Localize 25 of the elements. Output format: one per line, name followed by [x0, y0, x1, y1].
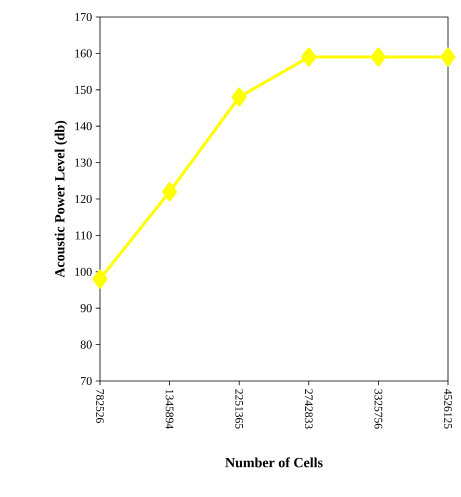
y-tick-label: 130	[75, 158, 92, 167]
y-tick-label: 170	[75, 12, 92, 22]
x-tick-label: 4526125	[444, 389, 452, 429]
y-tick-label: 100	[75, 268, 92, 276]
point	[301, 48, 316, 67]
y-tick-label: 140	[75, 122, 92, 130]
y-tick-label: 150	[75, 86, 92, 94]
point	[162, 182, 178, 202]
x-axis-title: Number of Cells	[225, 457, 323, 468]
y-tick-label: 110	[76, 231, 92, 240]
x-tick-label: 1345894	[166, 390, 174, 429]
x-tick-label: 2742833	[304, 389, 313, 429]
x-tick-label: 2251365	[235, 389, 244, 429]
y-tick-label: 90	[80, 304, 92, 312]
point	[370, 48, 386, 67]
y-tick-label: 70	[80, 376, 92, 386]
point	[92, 270, 108, 289]
y-tick-label: 80	[80, 340, 92, 349]
point	[440, 48, 456, 67]
x-tick-label: 3325756	[374, 389, 382, 429]
x-tick-label: 782526	[96, 390, 104, 423]
point	[232, 88, 247, 107]
y-tick-label: 160	[75, 49, 92, 58]
y-axis-title: Acoustic Power Level (db)	[54, 120, 68, 278]
y-tick-label: 120	[75, 194, 92, 204]
